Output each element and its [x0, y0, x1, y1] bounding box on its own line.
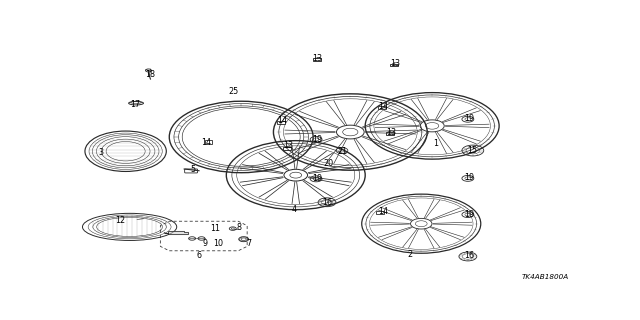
Text: 16: 16 — [322, 198, 332, 207]
Text: 13: 13 — [284, 141, 293, 150]
Text: 19: 19 — [464, 173, 474, 182]
Bar — [277, 121, 285, 124]
Bar — [205, 140, 212, 144]
Text: 3: 3 — [99, 148, 103, 157]
Text: 15: 15 — [467, 146, 477, 155]
Text: 20: 20 — [323, 159, 333, 168]
Text: 18: 18 — [145, 70, 156, 79]
Text: 19: 19 — [312, 135, 322, 144]
Bar — [378, 107, 385, 109]
Text: 14: 14 — [202, 138, 211, 147]
Text: 13: 13 — [390, 59, 400, 68]
Polygon shape — [168, 231, 188, 234]
Text: 13: 13 — [312, 54, 322, 63]
Text: 7: 7 — [246, 239, 252, 248]
Text: 10: 10 — [213, 239, 223, 248]
Text: 17: 17 — [131, 100, 141, 109]
Text: 1: 1 — [434, 139, 438, 148]
Bar — [284, 147, 291, 150]
Bar — [376, 211, 384, 214]
Text: 21: 21 — [338, 147, 348, 156]
Text: 11: 11 — [210, 224, 220, 233]
Text: 4: 4 — [292, 205, 297, 214]
Text: TK4AB1800A: TK4AB1800A — [522, 274, 568, 280]
Text: 9: 9 — [202, 239, 207, 248]
Text: 5: 5 — [191, 165, 196, 174]
Text: 19: 19 — [464, 114, 474, 123]
Bar — [390, 64, 399, 67]
Text: 14: 14 — [277, 116, 287, 125]
Text: 19: 19 — [464, 210, 474, 219]
Text: 14: 14 — [378, 207, 388, 216]
Text: 25: 25 — [228, 87, 239, 96]
Text: 12: 12 — [116, 216, 125, 225]
Text: 14: 14 — [378, 102, 388, 111]
Text: 13: 13 — [387, 128, 397, 137]
Text: 16: 16 — [465, 251, 474, 260]
Bar — [313, 58, 321, 61]
Text: 6: 6 — [196, 251, 202, 260]
Bar — [386, 132, 394, 135]
Text: 2: 2 — [407, 250, 412, 259]
Text: 8: 8 — [236, 223, 241, 232]
Text: 19: 19 — [312, 174, 322, 183]
